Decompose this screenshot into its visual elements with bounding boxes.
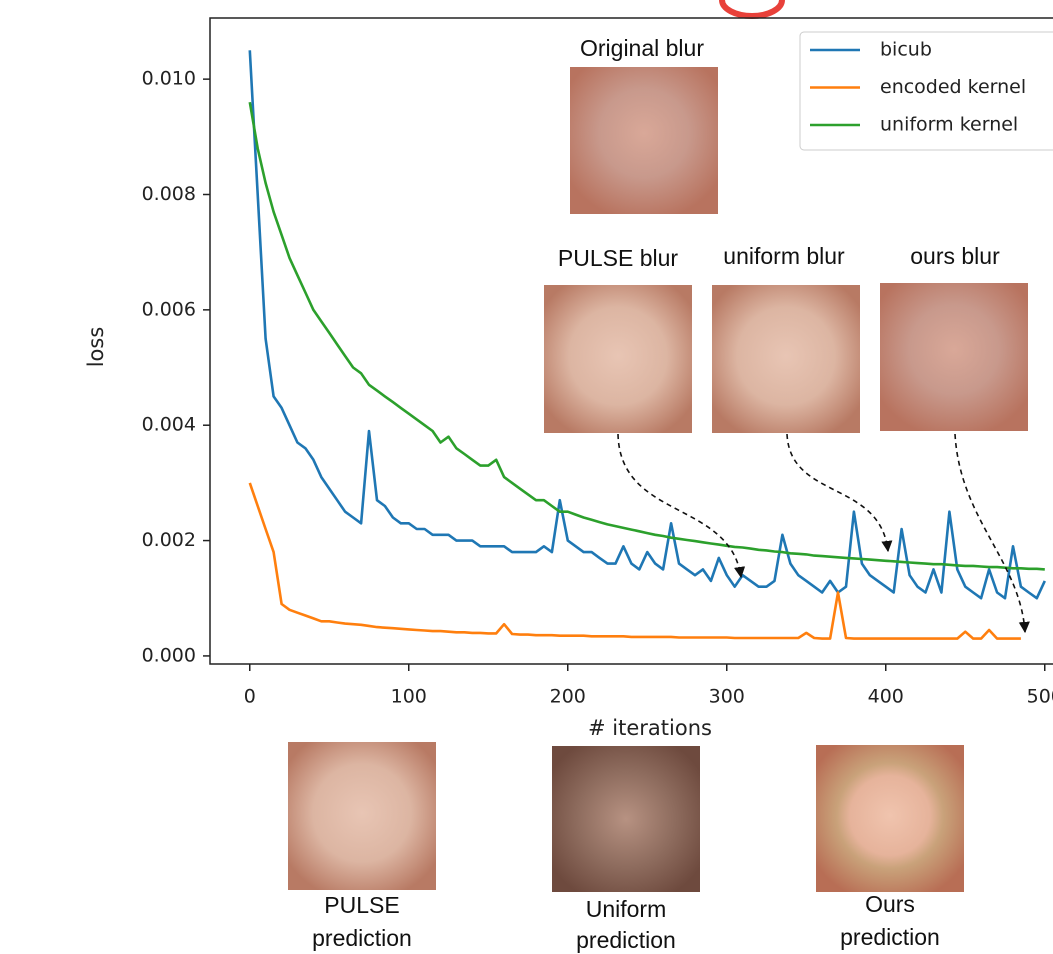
legend-label: encoded kernel	[880, 76, 1026, 98]
arrow	[955, 434, 1025, 632]
inset-label: uniform blur	[723, 243, 845, 269]
inset-label: prediction	[576, 927, 676, 953]
x-tick-label: 0	[244, 686, 256, 708]
arrow	[618, 434, 741, 577]
x-axis-label: # iterations	[588, 716, 712, 740]
inset-label: prediction	[840, 924, 940, 950]
inset-label: PULSE	[324, 892, 399, 918]
inset-image	[712, 285, 860, 433]
inset-label: ours blur	[910, 243, 1000, 269]
figure: 0.000 0.002 0.004 0.006 0.008 0.010 0 100 200 300…	[0, 0, 1053, 954]
arrows	[618, 434, 1025, 632]
series-line	[250, 483, 1021, 639]
inset-image	[288, 742, 436, 890]
decoration	[722, 0, 782, 16]
inset-image	[570, 67, 718, 214]
x-tick-label: 300	[709, 686, 745, 708]
inset-label: Ours	[865, 891, 915, 917]
inset-label: Original blur	[580, 35, 704, 61]
x-tick-label: 500	[1027, 686, 1053, 708]
inset-image	[544, 285, 692, 433]
y-tick-label: 0.010	[142, 68, 196, 90]
legend: bicub encoded kernel uniform kernel	[800, 32, 1053, 150]
y-tick-label: 0.006	[142, 298, 196, 320]
legend-label: bicub	[880, 39, 932, 61]
y-tick-label: 0.000	[142, 644, 196, 666]
inset-label: Uniform	[586, 896, 667, 922]
inset-image	[552, 746, 700, 892]
arrow	[787, 434, 888, 551]
y-tick-label: 0.004	[142, 414, 196, 436]
inset-image	[880, 283, 1028, 431]
y-axis-label: loss	[84, 327, 108, 368]
legend-label: uniform kernel	[880, 114, 1018, 136]
inset-label: PULSE blur	[558, 245, 679, 271]
inset-image	[816, 745, 964, 892]
inset-images	[288, 67, 1028, 892]
y-tick-label: 0.002	[142, 529, 196, 551]
x-tick-label: 100	[391, 686, 427, 708]
inset-label: prediction	[312, 925, 412, 951]
y-tick-label: 0.008	[142, 183, 196, 205]
x-tick-label: 200	[550, 686, 586, 708]
x-tick-label: 400	[868, 686, 904, 708]
